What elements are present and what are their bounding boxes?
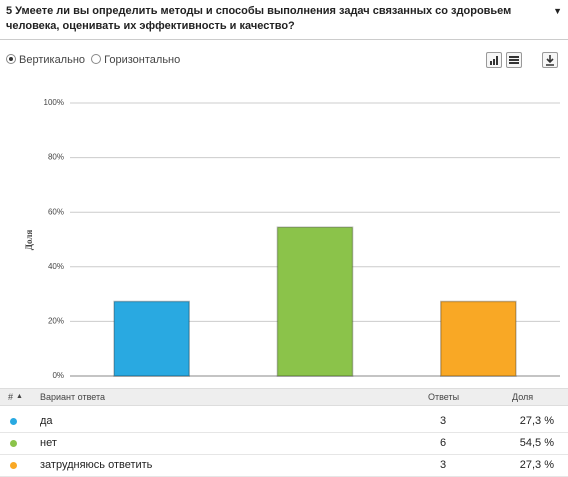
option-label: Вертикально: [19, 54, 86, 66]
column-header[interactable]: Вариант ответа: [40, 392, 105, 402]
answer-count: 3: [440, 415, 447, 427]
question-title: 5 Умеете ли вы определить методы и спосо…: [6, 5, 512, 32]
column-header[interactable]: Ответы: [428, 392, 460, 402]
question-header: 5 Умеете ли вы определить методы и спосо…: [0, 0, 568, 40]
answer-option: нет: [40, 437, 57, 449]
column-header[interactable]: #: [8, 392, 14, 402]
view-options: Вертикально Горизонтально: [6, 54, 180, 66]
answer-share: 27,3 %: [519, 459, 554, 471]
y-tick-label: 20%: [48, 317, 64, 326]
y-tick-label: 40%: [48, 262, 64, 271]
bar: [440, 300, 517, 377]
icon: [546, 55, 554, 66]
y-tick-label: 0%: [52, 371, 64, 380]
bar-chart-button[interactable]: [486, 52, 502, 68]
table-header: [0, 388, 568, 406]
color-dot: [10, 462, 17, 469]
download-button[interactable]: [542, 52, 558, 68]
y-tick-label: 100%: [44, 98, 64, 107]
y-tick-label: 80%: [48, 153, 64, 162]
radio-horizontal[interactable]: [91, 54, 102, 64]
row-divider: [0, 454, 568, 455]
answer-option: да: [40, 415, 53, 427]
answer-option: затрудняюсь ответить: [40, 459, 153, 471]
answer-share: 27,3 %: [519, 415, 554, 427]
icon: [509, 56, 519, 64]
option-label: Горизонтально: [104, 54, 181, 66]
column-header[interactable]: Доля: [512, 392, 534, 402]
radio-vertical[interactable]: [6, 54, 16, 64]
table-button[interactable]: [506, 52, 522, 68]
collapse-arrow[interactable]: ▼: [553, 6, 562, 16]
bar: [276, 226, 354, 377]
y-tick-label: 60%: [48, 207, 64, 216]
bar: [113, 300, 190, 377]
chart: Доля 0% 20% 40% 60% 80% 100%: [24, 98, 560, 380]
answer-share: 54,5 %: [519, 437, 554, 449]
color-dot: [10, 440, 17, 447]
answer-count: 6: [440, 437, 447, 449]
y-axis-label: Доля: [24, 230, 34, 251]
row-divider: [0, 432, 568, 433]
sort-arrow: ▲: [16, 393, 23, 400]
answer-count: 3: [440, 459, 447, 471]
color-dot: [10, 418, 17, 425]
icon: [490, 56, 498, 65]
